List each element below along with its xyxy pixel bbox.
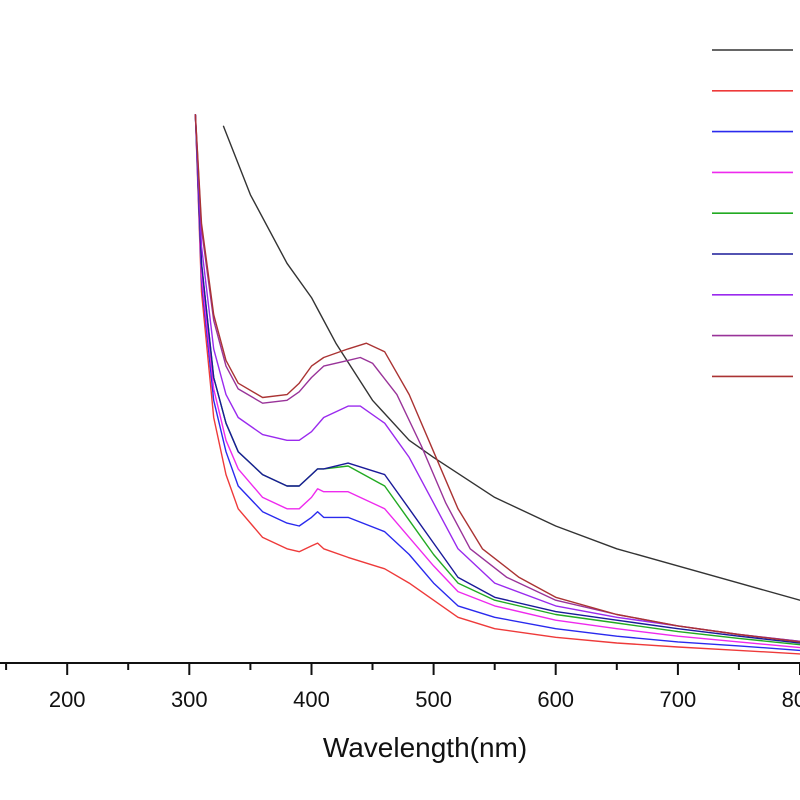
x-tick-label: 200 [49,687,86,712]
legend [712,49,793,378]
series-line-1 [222,125,800,601]
series-layer [194,114,800,655]
x-tick-label: 400 [293,687,330,712]
x-axis-ticks: 200 300 400 500 600 700 800 [5,663,800,712]
series-line-2 [194,114,800,655]
x-axis-title: Wavelength(nm) [323,732,527,763]
series-line-3 [194,114,800,652]
x-tick-label: 800 [782,687,800,712]
x-tick-label: 300 [171,687,208,712]
x-axis: 200 300 400 500 600 700 800 [0,662,800,712]
x-tick-label: 600 [537,687,574,712]
x-tick-label: 700 [660,687,697,712]
series-line-6 [194,114,800,644]
series-line-5 [194,114,800,646]
series-line-8 [194,114,800,642]
series-line-9 [194,114,800,643]
series-line-7 [194,114,800,642]
series-line-4 [194,114,800,649]
x-tick-label: 500 [415,687,452,712]
